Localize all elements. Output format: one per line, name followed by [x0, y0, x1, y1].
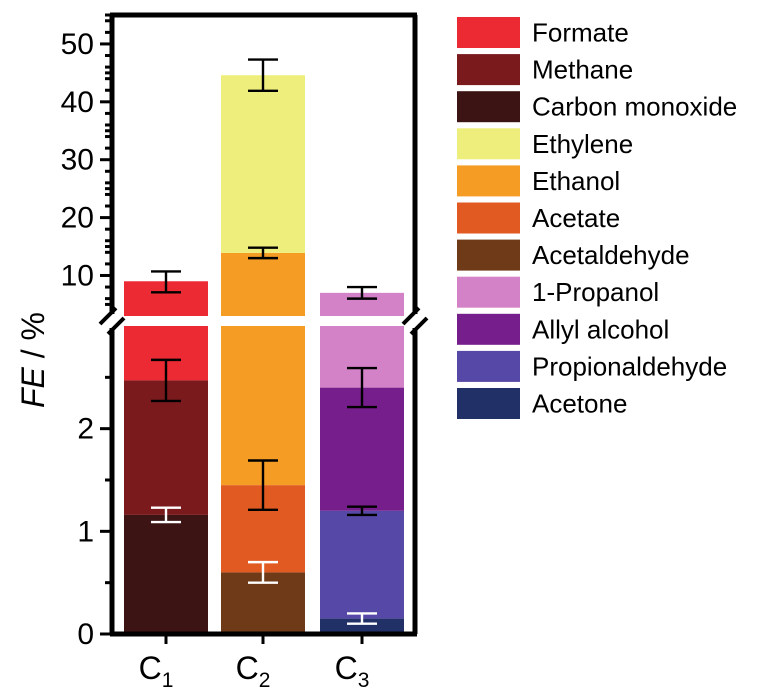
legend-label: Carbon monoxide: [532, 92, 737, 122]
error-bar-c1-1: [151, 506, 181, 524]
error-bar-c3-4: [347, 285, 377, 300]
y-tick-label: 30: [61, 144, 94, 177]
legend-item-1-propanol: 1-Propanol: [457, 276, 659, 308]
legend-item-formate: Formate: [457, 17, 629, 48]
legend-label: Methane: [532, 55, 633, 85]
y-axis-label-italic: FE: [15, 366, 51, 408]
bar-c2-ethanol: [221, 326, 305, 486]
legend-label: Acetaldehyde: [532, 240, 690, 270]
legend-item-allyl-alcohol: Allyl alcohol: [457, 313, 669, 345]
legend-label: Propionaldehyde: [532, 351, 727, 381]
legend-item-ethanol: Ethanol: [457, 165, 620, 197]
error-bar-c3-2: [347, 505, 377, 517]
legend-item-acetaldehyde: Acetaldehyde: [457, 239, 690, 271]
error-bar-c3-3: [347, 366, 377, 409]
error-bar-c2-3: [248, 246, 278, 260]
bar-c1-methane: [124, 380, 208, 515]
bar-c2-ethylene: [221, 75, 305, 253]
legend-item-carbon-monoxide: Carbon monoxide: [457, 91, 737, 123]
error-bar-c1-3: [151, 270, 181, 294]
legend-swatch: [457, 388, 520, 419]
axes-layer: 0 1 2 10 20 30 40 50 C1 C2 C3: [61, 12, 429, 692]
legend-swatch: [457, 202, 520, 234]
legend-label: 1-Propanol: [532, 277, 659, 307]
x-tick-label: C2: [236, 650, 271, 692]
legend-swatch: [457, 239, 520, 271]
y-axis-label-unit: / %: [15, 312, 51, 367]
legend-label: Allyl alcohol: [532, 314, 669, 344]
legend-swatch: [457, 91, 520, 123]
legend-swatch: [457, 128, 520, 160]
legend-label: Acetone: [532, 389, 627, 419]
axis-break-mark-right: [401, 306, 429, 336]
legend-label: Acetate: [532, 203, 620, 233]
bar-c3-acetone: [320, 618, 404, 634]
bar-c2-ethanol-upper: [221, 252, 305, 326]
y-tick-label: 2: [77, 413, 94, 446]
y-axis-label: FE / %: [15, 312, 51, 408]
axis-break-mark-left: [98, 306, 126, 336]
y-tick-label: 1: [77, 515, 94, 548]
legend-item-acetone: Acetone: [457, 388, 627, 419]
legend-label: Ethylene: [532, 129, 633, 159]
legend-swatch: [457, 350, 520, 382]
bar-c3-propionaldehyde: [320, 510, 404, 619]
legend-label: Ethanol: [532, 166, 620, 196]
error-bar-c2-2: [248, 459, 278, 511]
error-bar-c2-4: [248, 58, 278, 93]
legend-item-acetate: Acetate: [457, 202, 620, 234]
y-tick-label: 20: [61, 202, 94, 235]
bars-layer: [124, 75, 404, 634]
legend-label: Formate: [532, 18, 629, 48]
legend-swatch: [457, 276, 520, 308]
y-tick-label: 10: [61, 259, 94, 292]
legend-item-propionaldehyde: Propionaldehyde: [457, 350, 727, 382]
y-tick-label: 50: [61, 28, 94, 61]
error-bar-c2-1: [248, 560, 278, 584]
error-bar-c1-2: [151, 358, 181, 403]
legend: Formate Methane Carbon monoxide Ethylene Eth…: [457, 17, 737, 419]
legend-swatch: [457, 313, 520, 345]
legend-swatch: [457, 165, 520, 197]
error-bar-c3-1: [347, 612, 377, 625]
x-tick-label: C3: [335, 650, 370, 692]
legend-item-ethylene: Ethylene: [457, 128, 633, 160]
y-tick-label: 0: [77, 618, 94, 651]
x-tick-label: C1: [139, 650, 174, 692]
legend-swatch: [457, 54, 520, 86]
error-bars-layer: [151, 58, 377, 625]
axis-break-gap: [112, 316, 415, 326]
bar-c1-carbon-monoxide: [124, 514, 208, 634]
legend-swatch: [457, 17, 520, 48]
legend-item-methane: Methane: [457, 54, 633, 86]
y-tick-label: 40: [61, 86, 94, 119]
